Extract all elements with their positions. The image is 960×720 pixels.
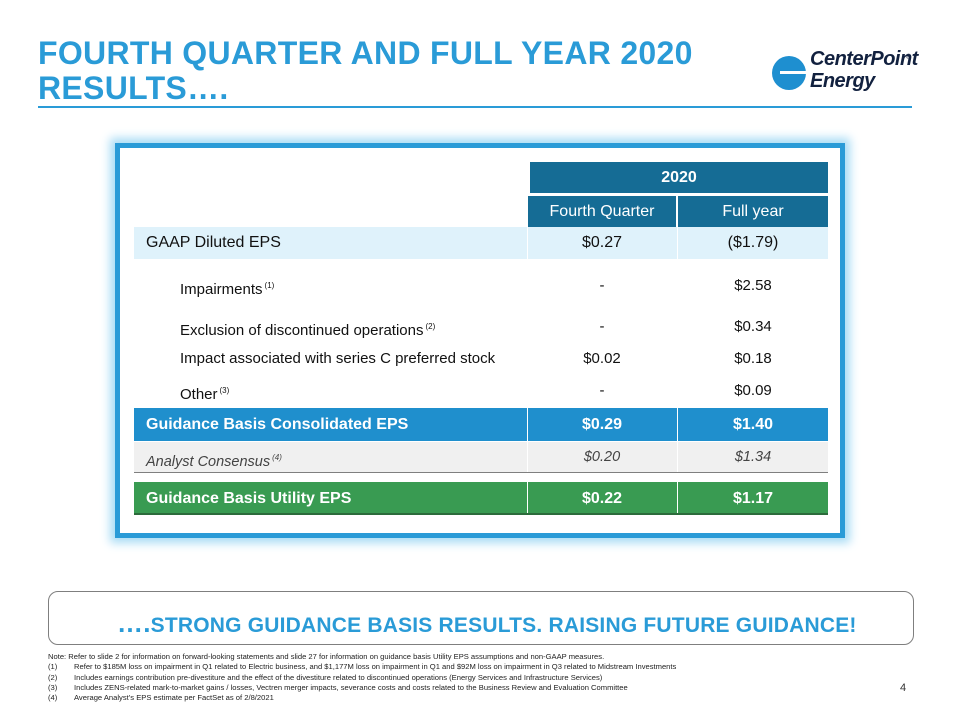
footnote-text: Average Analyst’s EPS estimate per FactS…	[74, 693, 274, 703]
analyst-consensus-row: Analyst Consensus (4) $0.20 $1.34	[134, 442, 828, 473]
guidance-consolidated-row: Guidance Basis Consolidated EPS $0.29 $1…	[134, 408, 828, 441]
footnote-item: (2) Includes earnings contribution pre-di…	[48, 673, 908, 683]
column-divider	[677, 442, 678, 472]
footnote-text: Refer to $185M loss on impairment in Q1 …	[74, 662, 677, 672]
footnote-text: Includes earnings contribution pre-dives…	[74, 672, 603, 682]
footnote-number: (3)	[48, 682, 58, 692]
adjustment-fy: $2.58	[734, 277, 772, 294]
footnote-intro: Note: Refer to slide 2 for information o…	[48, 652, 605, 661]
footnote-number: (4)	[48, 693, 58, 703]
logo-registered-mark: ®	[906, 54, 912, 61]
adjustment-row-impairments: Impairments (1) - $2.58	[134, 270, 828, 302]
footnote-ref: (1)	[264, 281, 275, 290]
gaap-eps-row: GAAP Diluted EPS $0.27 ($1.79)	[134, 227, 828, 259]
analyst-consensus-fy: $1.34	[734, 449, 772, 465]
guidance-consolidated-label: Guidance Basis Consolidated EPS	[146, 416, 409, 433]
callout-banner	[48, 591, 914, 645]
guidance-consolidated-q4: $0.29	[581, 416, 623, 433]
analyst-consensus-q4: $0.20	[583, 449, 621, 465]
guidance-utility-row: Guidance Basis Utility EPS $0.22 $1.17	[134, 482, 828, 515]
gaap-eps-fy: ($1.79)	[727, 234, 779, 251]
adjustment-q4: $0.02	[583, 350, 621, 367]
table-column-headers: Fourth Quarter Full year	[134, 196, 828, 227]
column-divider	[527, 442, 528, 472]
banner-dots: ….	[117, 608, 151, 638]
col-header-fourth-quarter: Fourth Quarter	[528, 196, 676, 227]
guidance-consolidated-fy: $1.40	[732, 416, 774, 433]
footnote-number: (1)	[48, 662, 58, 672]
adjustment-fy: $0.18	[734, 350, 772, 367]
adjustment-row-discontinued-ops: Exclusion of discontinued operations (2) …	[134, 311, 828, 343]
footnote-item: (1) Refer to $185M loss on impairment in …	[48, 662, 908, 672]
column-divider	[677, 408, 678, 441]
adjustment-label: Impact associated with series C preferre…	[180, 350, 496, 367]
adjustment-row-other: Other (3) - $0.09	[134, 375, 828, 407]
footnote-number: (2)	[48, 672, 58, 682]
gaap-eps-label: GAAP Diluted EPS	[146, 234, 281, 251]
gaap-eps-q4: $0.27	[581, 234, 623, 251]
banner-message: STRONG GUIDANCE BASIS RESULTS. RAISING F…	[150, 614, 857, 637]
adjustment-label: Impairments (1)	[180, 281, 275, 298]
adjustment-row-series-c: Impact associated with series C preferre…	[134, 343, 828, 375]
footnote-item: (3) Includes ZENS-related mark-to-market …	[48, 683, 908, 693]
adjustment-fy: $0.09	[734, 382, 772, 399]
col-header-full-year: Full year	[678, 196, 828, 227]
logo-text-line2: Energy	[810, 70, 875, 92]
footnote-text: Includes ZENS-related mark-to-market gai…	[74, 682, 628, 692]
adjustment-fy: $0.34	[734, 318, 772, 335]
adjustment-q4: -	[599, 382, 605, 399]
column-divider	[527, 482, 528, 513]
callout-banner-text: ….STRONG GUIDANCE BASIS RESULTS. RAISING…	[117, 608, 857, 639]
footnotes: Note: Refer to slide 2 for information o…	[48, 652, 908, 703]
column-divider	[677, 227, 678, 259]
centerpoint-logo: CenterPoint Energy ®	[770, 44, 920, 100]
guidance-utility-q4: $0.22	[581, 490, 623, 507]
column-divider	[527, 227, 528, 259]
analyst-consensus-label: Analyst Consensus (4)	[146, 453, 282, 470]
adjustment-q4: -	[599, 277, 605, 294]
adjustment-label: Exclusion of discontinued operations (2)	[180, 322, 436, 339]
table-year-header: 2020	[530, 162, 828, 193]
logo-text-line1: CenterPoint	[810, 48, 918, 70]
footnote-ref: (4)	[272, 453, 282, 462]
guidance-utility-label: Guidance Basis Utility EPS	[146, 490, 352, 507]
footnote-item: (4) Average Analyst’s EPS estimate per Fa…	[48, 693, 908, 703]
guidance-utility-fy: $1.17	[732, 490, 774, 507]
adjustment-q4: -	[599, 318, 605, 335]
adjustment-label: Other (3)	[180, 386, 230, 403]
footnote-ref: (3)	[219, 386, 230, 395]
column-divider	[677, 482, 678, 513]
footnote-ref: (2)	[425, 322, 436, 331]
slide-title: FOURTH QUARTER AND FULL YEAR 2020 RESULT…	[38, 35, 693, 106]
column-divider	[527, 408, 528, 441]
page-number: 4	[900, 682, 907, 694]
title-divider	[38, 106, 912, 108]
logo-circle-icon	[772, 56, 810, 90]
